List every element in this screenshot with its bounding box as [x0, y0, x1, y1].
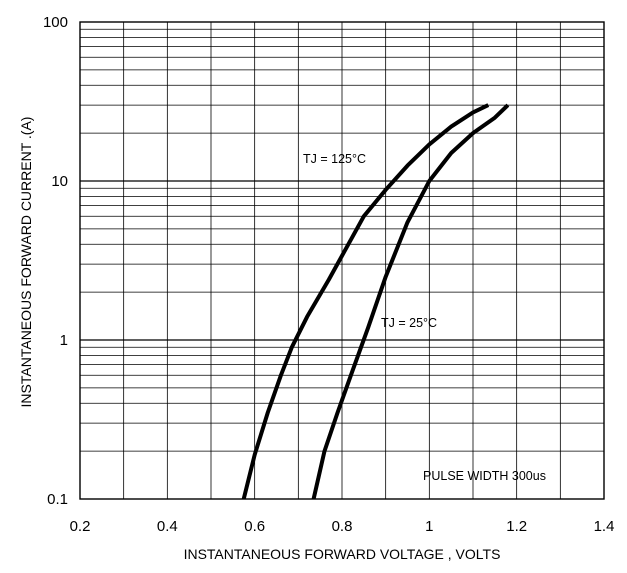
y-tick-label: 100 — [43, 14, 68, 31]
x-tick-labels: 0.2 0.4 0.6 0.8 1 1.2 1.4 — [70, 518, 615, 535]
series-line-tj-125c — [241, 103, 490, 500]
series-group — [241, 103, 510, 500]
plot-frame — [79, 21, 605, 500]
x-tick-label: 0.4 — [157, 518, 178, 535]
y-tick-label: 10 — [51, 173, 68, 190]
x-tick-label: 1 — [425, 518, 433, 535]
annotation-tj-125: TJ = 125°C — [303, 152, 366, 166]
series-line-tj-25c — [311, 103, 510, 500]
annotation-tj-25: TJ = 25°C — [381, 316, 437, 330]
x-tick-label: 0.6 — [244, 518, 265, 535]
y-tick-label: 1 — [60, 332, 68, 349]
annotation-pulse-width: PULSE WIDTH 300us — [423, 469, 546, 483]
x-tick-label: 1.4 — [594, 518, 615, 535]
y-tick-label: 0.1 — [47, 491, 68, 508]
x-tick-label: 0.8 — [332, 518, 353, 535]
y-axis-label: INSTANTANEOUS FORWARD CURRENT .(A) — [18, 117, 34, 408]
x-axis-label: INSTANTANEOUS FORWARD VOLTAGE , VOLTS — [184, 546, 501, 562]
x-tick-label: 1.2 — [506, 518, 527, 535]
y-tick-labels: 0.1 1 10 100 — [43, 14, 68, 508]
x-tick-label: 0.2 — [70, 518, 91, 535]
